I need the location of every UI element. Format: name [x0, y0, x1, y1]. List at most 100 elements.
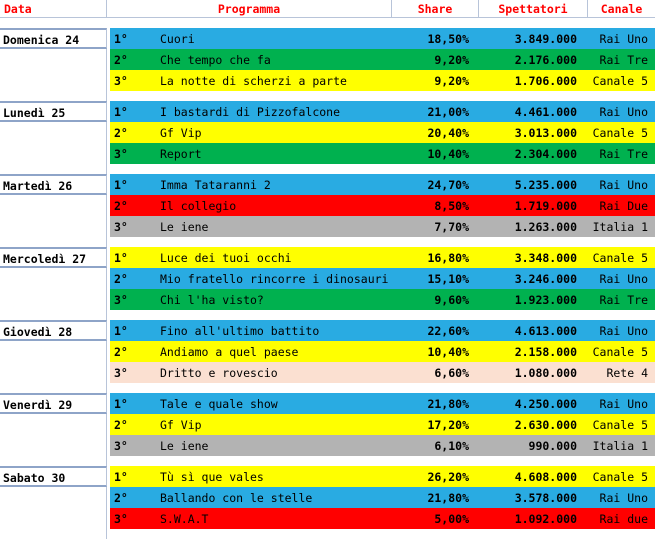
cell-canale: Rai Tre — [599, 52, 648, 67]
cell-canale: Canale 5 — [592, 344, 648, 359]
cell-rank: 3° — [114, 365, 128, 380]
cell-rank: 3° — [114, 219, 128, 234]
table-row[interactable]: 1° Tale e quale show 21,80% 4.250.000 Rai Un… — [110, 393, 655, 414]
table-row[interactable]: 3° Le iene 6,10% 990.000 Italia 1 — [110, 435, 655, 456]
day-rows: 1° I bastardi di Pizzofalcone 21,00% 4.461.… — [110, 101, 655, 174]
day-block: Domenica 24 1° Cuori 18,50% 3.849.000 Rai Uno… — [0, 28, 655, 101]
cell-rank: 3° — [114, 438, 128, 453]
table-row[interactable]: 2° Il collegio 8,50% 1.719.000 Rai Due — [110, 195, 655, 216]
cell-rank: 3° — [114, 73, 128, 88]
cell-rank: 3° — [114, 146, 128, 161]
cell-spettatori: 3.013.000 — [514, 125, 577, 140]
cell-share: 18,50% — [427, 31, 469, 46]
table-row[interactable]: 3° La notte di scherzi a parte 9,20% 1.706.… — [110, 70, 655, 91]
cell-spettatori: 3.578.000 — [514, 490, 577, 505]
day-gap-row — [110, 164, 655, 174]
column-header-data: Data — [0, 0, 107, 18]
cell-spettatori: 990.000 — [528, 438, 577, 453]
cell-spettatori: 1.706.000 — [514, 73, 577, 88]
cell-programma: Andiamo a quel paese — [160, 344, 299, 359]
cell-spettatori: 4.613.000 — [514, 323, 577, 338]
cell-rank: 2° — [114, 344, 128, 359]
cell-spettatori: 1.719.000 — [514, 198, 577, 213]
cell-share: 6,10% — [434, 438, 469, 453]
cell-programma: Le iene — [160, 438, 209, 453]
table-row[interactable]: 3° S.W.A.T 5,00% 1.092.000 Rai due — [110, 508, 655, 529]
cell-share: 7,70% — [434, 219, 469, 234]
cell-share: 9,20% — [434, 73, 469, 88]
date-cell: Venerdì 29 — [0, 393, 107, 414]
cell-canale: Rai Uno — [599, 323, 648, 338]
day-rows: 1° Tù sì que vales 26,20% 4.608.000 Canale 5… — [110, 466, 655, 539]
cell-programma: Imma Tataranni 2 — [160, 177, 271, 192]
day-block: Mercoledì 27 1° Luce dei tuoi occhi 16,80% 3… — [0, 247, 655, 320]
table-row[interactable]: 2° Mio fratello rincorre i dinosauri 15,10… — [110, 268, 655, 289]
cell-spettatori: 2.304.000 — [514, 146, 577, 161]
cell-programma: Report — [160, 146, 202, 161]
cell-rank: 2° — [114, 52, 128, 67]
cell-spettatori: 3.246.000 — [514, 271, 577, 286]
cell-programma: Tale e quale show — [160, 396, 278, 411]
cell-canale: Rai Tre — [599, 292, 648, 307]
cell-spettatori: 4.250.000 — [514, 396, 577, 411]
cell-share: 9,60% — [434, 292, 469, 307]
table-row[interactable]: 3° Dritto e rovescio 6,60% 1.080.000 Rete 4 — [110, 362, 655, 383]
date-column-filler — [0, 487, 107, 539]
table-row[interactable]: 3° Le iene 7,70% 1.263.000 Italia 1 — [110, 216, 655, 237]
day-gap-row — [110, 310, 655, 320]
cell-programma: Che tempo che fa — [160, 52, 271, 67]
cell-share: 21,80% — [427, 396, 469, 411]
date-column-filler — [0, 122, 107, 174]
cell-programma: Luce dei tuoi occhi — [160, 250, 292, 265]
cell-share: 24,70% — [427, 177, 469, 192]
table-row[interactable]: 3° Report 10,40% 2.304.000 Rai Tre — [110, 143, 655, 164]
table-row[interactable]: 3° Chi l'ha visto? 9,60% 1.923.000 Rai Tre — [110, 289, 655, 310]
table-row[interactable]: 2° Andiamo a quel paese 10,40% 2.158.000 Can… — [110, 341, 655, 362]
table-row[interactable]: 1° Cuori 18,50% 3.849.000 Rai Uno — [110, 28, 655, 49]
table-row[interactable]: 2° Ballando con le stelle 21,80% 3.578.000 R… — [110, 487, 655, 508]
cell-rank: 1° — [114, 177, 128, 192]
cell-programma: Ballando con le stelle — [160, 490, 313, 505]
date-cell: Mercoledì 27 — [0, 247, 107, 268]
cell-rank: 2° — [114, 198, 128, 213]
cell-canale: Rai Uno — [599, 396, 648, 411]
cell-rank: 2° — [114, 490, 128, 505]
cell-programma: Le iene — [160, 219, 209, 234]
table-row[interactable]: 2° Che tempo che fa 9,20% 2.176.000 Rai Tre — [110, 49, 655, 70]
cell-share: 6,60% — [434, 365, 469, 380]
cell-spettatori: 3.849.000 — [514, 31, 577, 46]
cell-rank: 1° — [114, 104, 128, 119]
cell-spettatori: 2.158.000 — [514, 344, 577, 359]
date-column-filler — [0, 414, 107, 466]
cell-share: 10,40% — [427, 344, 469, 359]
table-row[interactable]: 1° Luce dei tuoi occhi 16,80% 3.348.000 Cana… — [110, 247, 655, 268]
cell-programma: Cuori — [160, 31, 195, 46]
table-row[interactable]: 1° Tù sì que vales 26,20% 4.608.000 Canale 5 — [110, 466, 655, 487]
cell-canale: Rai Uno — [599, 490, 648, 505]
date-cell: Sabato 30 — [0, 466, 107, 487]
date-cell: Giovedì 28 — [0, 320, 107, 341]
cell-rank: 2° — [114, 271, 128, 286]
day-rows: 1° Tale e quale show 21,80% 4.250.000 Rai Un… — [110, 393, 655, 466]
day-gap-row — [110, 91, 655, 101]
cell-programma: I bastardi di Pizzofalcone — [160, 104, 341, 119]
cell-share: 10,40% — [427, 146, 469, 161]
table-row[interactable]: 1° Imma Tataranni 2 24,70% 5.235.000 Rai Uno — [110, 174, 655, 195]
cell-spettatori: 1.080.000 — [514, 365, 577, 380]
cell-share: 15,10% — [427, 271, 469, 286]
table-row[interactable]: 2° Gf Vip 17,20% 2.630.000 Canale 5 — [110, 414, 655, 435]
cell-rank: 2° — [114, 417, 128, 432]
cell-programma: Mio fratello rincorre i dinosauri — [160, 271, 389, 286]
cell-spettatori: 3.348.000 — [514, 250, 577, 265]
table-row[interactable]: 1° I bastardi di Pizzofalcone 21,00% 4.461.… — [110, 101, 655, 122]
column-header-programma: Programma — [107, 0, 392, 18]
table-row[interactable]: 2° Gf Vip 20,40% 3.013.000 Canale 5 — [110, 122, 655, 143]
day-rows: 1° Fino all'ultimo battito 22,60% 4.613.000… — [110, 320, 655, 393]
cell-share: 17,20% — [427, 417, 469, 432]
cell-canale: Canale 5 — [592, 73, 648, 88]
cell-rank: 2° — [114, 125, 128, 140]
day-gap-row — [110, 237, 655, 247]
table-row[interactable]: 1° Fino all'ultimo battito 22,60% 4.613.000… — [110, 320, 655, 341]
cell-rank: 1° — [114, 31, 128, 46]
